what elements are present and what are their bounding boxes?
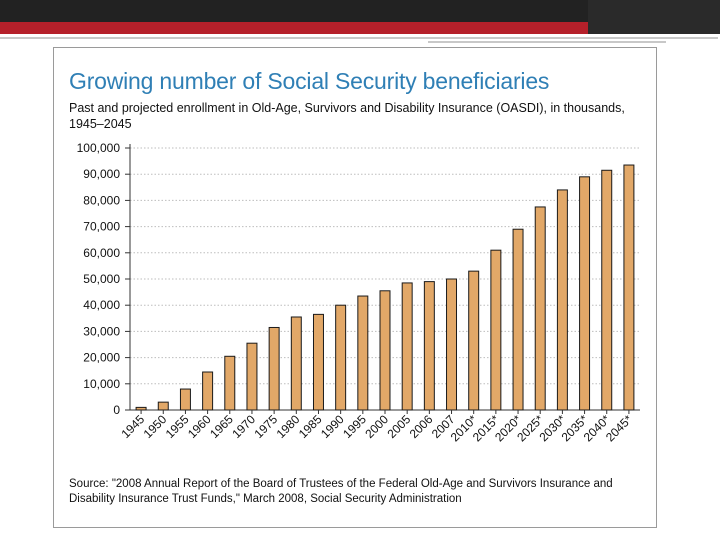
x-tick-label: 1950 bbox=[141, 412, 170, 441]
bar bbox=[135, 406, 147, 411]
bar bbox=[157, 401, 169, 411]
y-tick-label: 30,000 bbox=[83, 324, 120, 338]
bar bbox=[290, 316, 302, 411]
y-tick-label: 60,000 bbox=[83, 246, 120, 260]
bar bbox=[512, 228, 524, 411]
chart-title: Growing number of Social Security benefi… bbox=[69, 68, 550, 94]
bar bbox=[490, 249, 502, 411]
chart-frame bbox=[53, 47, 657, 528]
bar bbox=[179, 388, 191, 411]
x-tick-label: 2045* bbox=[603, 412, 635, 444]
bar bbox=[423, 281, 435, 411]
bar bbox=[312, 313, 324, 411]
x-tick-label: 1995 bbox=[340, 412, 369, 441]
x-tick-label: 2005 bbox=[385, 412, 414, 441]
top-dark-band bbox=[0, 0, 720, 22]
x-tick-label: 1970 bbox=[229, 412, 258, 441]
bar bbox=[579, 176, 591, 411]
y-tick-label: 50,000 bbox=[83, 272, 120, 286]
accent-line-right bbox=[428, 41, 666, 43]
x-tick-label: 2000 bbox=[362, 412, 391, 441]
y-tick-label: 40,000 bbox=[83, 298, 120, 312]
bar bbox=[202, 371, 214, 411]
x-tick-label: 2006 bbox=[407, 412, 436, 441]
y-tick-label: 90,000 bbox=[83, 167, 120, 181]
bar bbox=[601, 169, 613, 411]
bar bbox=[446, 278, 458, 411]
y-tick-label: 0 bbox=[113, 403, 120, 417]
x-tick-label: 1960 bbox=[185, 412, 214, 441]
chart-source: Source: "2008 Annual Report of the Board… bbox=[69, 478, 613, 505]
y-tick-label: 20,000 bbox=[83, 351, 120, 365]
bar bbox=[224, 355, 236, 411]
bar bbox=[623, 164, 635, 411]
bar bbox=[401, 282, 413, 411]
bar bbox=[246, 342, 258, 411]
y-tick-label: 70,000 bbox=[83, 220, 120, 234]
bar bbox=[379, 290, 391, 411]
bar bbox=[468, 270, 480, 411]
bar bbox=[268, 326, 280, 411]
y-tick-label: 80,000 bbox=[83, 193, 120, 207]
top-red-band bbox=[0, 22, 720, 34]
x-tick-label: 1980 bbox=[274, 412, 303, 441]
x-tick-label: 1990 bbox=[318, 412, 347, 441]
accent-line-left bbox=[0, 37, 718, 39]
x-tick-label: 1955 bbox=[163, 412, 192, 441]
x-tick-label: 1945 bbox=[118, 412, 147, 441]
bar bbox=[556, 189, 568, 411]
bar bbox=[357, 295, 369, 411]
y-tick-label: 100,000 bbox=[77, 141, 121, 155]
x-tick-label: 1975 bbox=[251, 412, 280, 441]
chart-subtitle: Past and projected enrollment in Old-Age… bbox=[69, 101, 625, 131]
bar bbox=[534, 206, 546, 411]
top-dark-corner bbox=[588, 0, 720, 34]
x-tick-label: 1985 bbox=[296, 412, 325, 441]
x-tick-label: 1965 bbox=[207, 412, 236, 441]
bar bbox=[335, 304, 347, 411]
y-tick-label: 10,000 bbox=[83, 377, 120, 391]
